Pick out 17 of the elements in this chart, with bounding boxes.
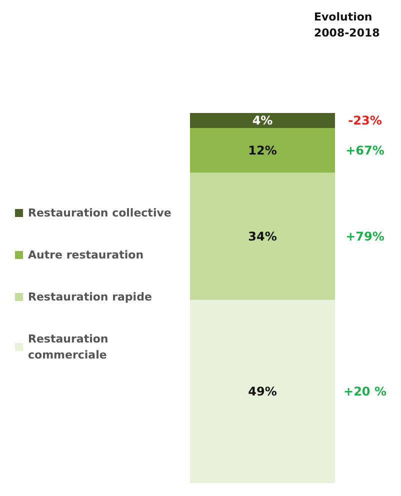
legend-label: Restauration collective bbox=[28, 206, 172, 220]
text: +67% bbox=[346, 143, 384, 158]
text: +79% bbox=[346, 229, 384, 244]
text: -23% bbox=[348, 113, 382, 128]
text: +20 % bbox=[344, 384, 386, 398]
data-label: 4% bbox=[252, 113, 273, 128]
legend-label: Restauration commerciale bbox=[28, 332, 112, 362]
data-label: 49% bbox=[248, 384, 277, 398]
bar bbox=[190, 128, 335, 173]
data-label: 34% bbox=[248, 229, 277, 244]
legend-label: Restauration rapide bbox=[28, 290, 152, 304]
chart-title: Evolution 2008-2018 bbox=[314, 10, 380, 40]
bar bbox=[190, 113, 335, 128]
bar bbox=[190, 172, 335, 300]
legend-label: Autre restauration bbox=[28, 248, 144, 262]
data-label: 12% bbox=[248, 143, 277, 158]
bar bbox=[190, 300, 335, 483]
